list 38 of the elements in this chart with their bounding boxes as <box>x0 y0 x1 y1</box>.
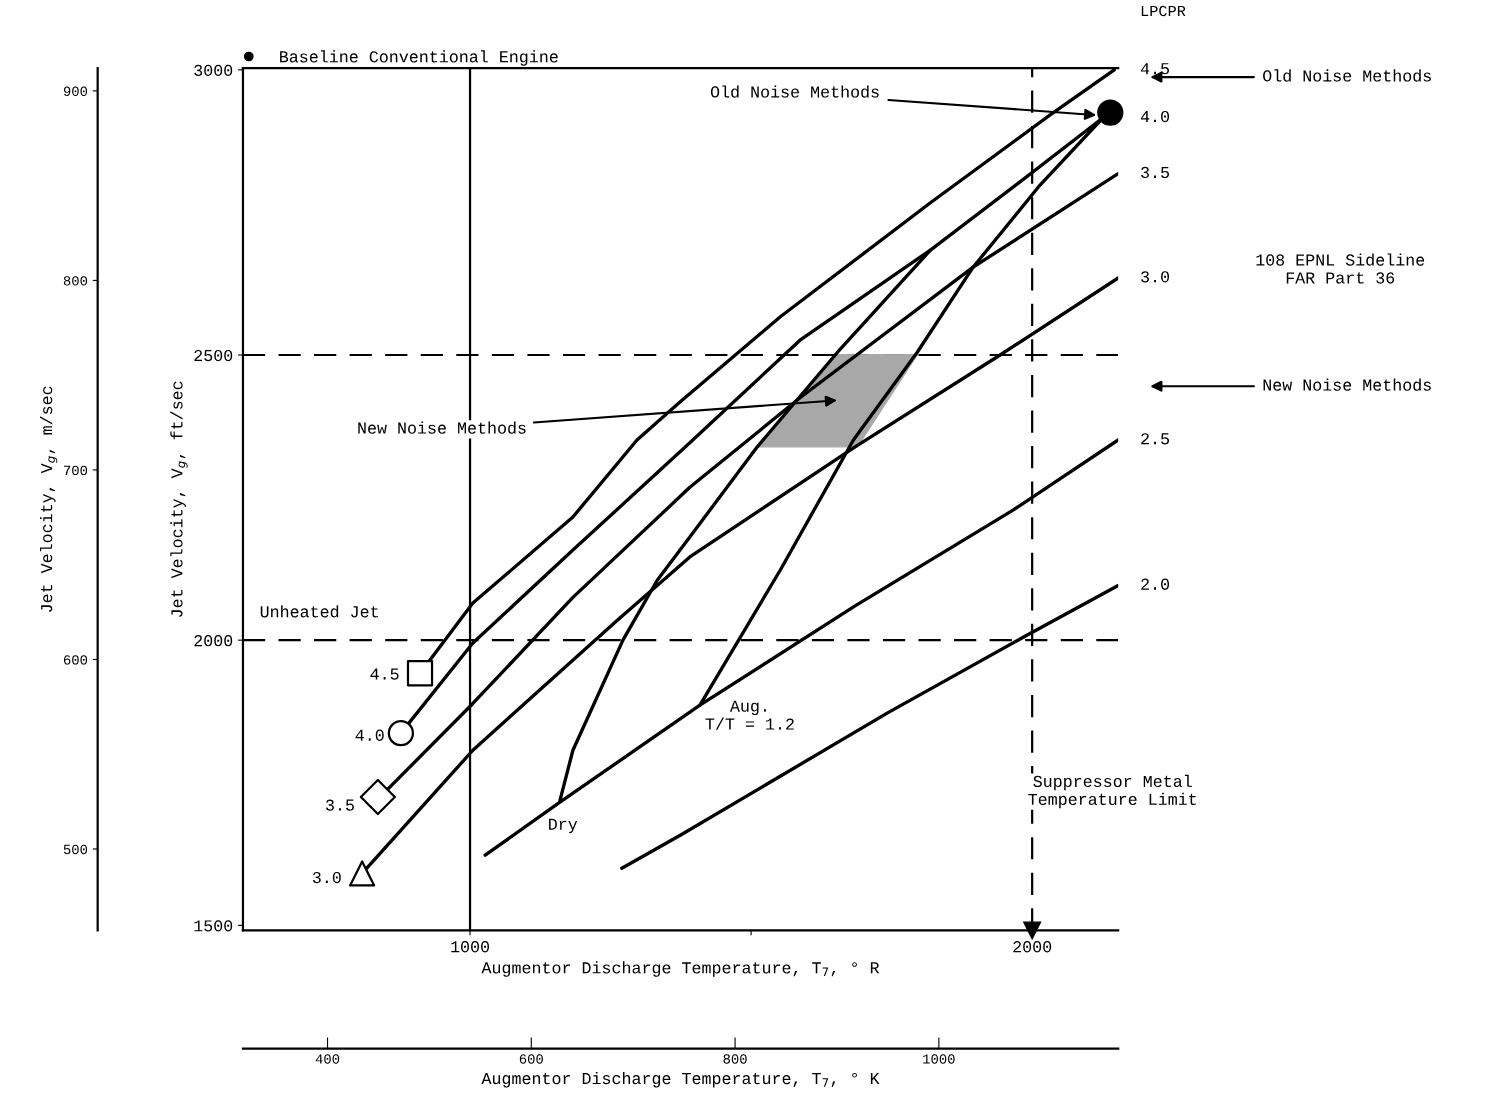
y2-tick-label: 600 <box>63 655 88 665</box>
x2-tick-label: 600 <box>519 1054 543 1064</box>
annotation: 3.5 <box>326 799 354 811</box>
y2-tick-label: 500 <box>63 844 88 855</box>
text: Old Noise Methods <box>1263 69 1431 82</box>
text: 4.5 <box>1140 63 1169 75</box>
ref-line-label: Unheated Jet <box>260 605 378 618</box>
y2-axis-title: Jet Velocity, V$_{g}$, m/sec <box>40 386 58 612</box>
series-label: 2.5 <box>1141 433 1169 445</box>
x2-tick-label: 400 <box>315 1054 340 1064</box>
annotation: New Noise Methods <box>358 421 526 434</box>
y-tick-label: 3000 <box>194 64 233 77</box>
series-label: 3.5 <box>1141 166 1169 179</box>
annotation: Old Noise Methods <box>710 85 879 98</box>
x2-tick-label: 1000 <box>923 1054 955 1064</box>
x-axis-title: Augmentor Discharge Temperature, T$_{7}$, ° R <box>481 961 880 977</box>
y-tick-label: 2000 <box>194 635 233 647</box>
y-tick-label: 1500 <box>194 920 233 932</box>
legend-label: Baseline Conventional Engine <box>280 50 558 66</box>
y-tick-label: 2500 <box>194 349 233 362</box>
series-label: 3.0 <box>312 871 341 884</box>
text: New Noise Methods <box>1263 378 1431 391</box>
y2-tick-label: 700 <box>64 465 88 476</box>
text: 108 EPNL Sideline FAR Part 36 <box>1256 253 1425 284</box>
y-axis-title: Jet Velocity, V$_{g}$, ft/sec <box>170 381 188 617</box>
y2-tick-label: 900 <box>63 86 88 97</box>
annotation: Dry <box>549 818 578 834</box>
x2-tick-label: 800 <box>723 1054 747 1064</box>
y2-tick-label: 800 <box>63 276 88 286</box>
series-label: 4.0 <box>355 729 384 741</box>
text: 3.0 <box>1141 271 1170 283</box>
text: 4.0 <box>1140 110 1170 123</box>
ref-line-label: Suppressor Metal Temperature Limit <box>1028 774 1196 809</box>
series-label: 4.5 <box>370 668 399 680</box>
legend-title: LPCPR <box>1141 5 1186 17</box>
x2-axis-title: Augmentor Discharge Temperature, T$_{7}$, ° K <box>481 1071 880 1088</box>
series-label: 2.0 <box>1141 578 1170 590</box>
annotation: Aug. T/T = 1.2 <box>705 700 794 730</box>
